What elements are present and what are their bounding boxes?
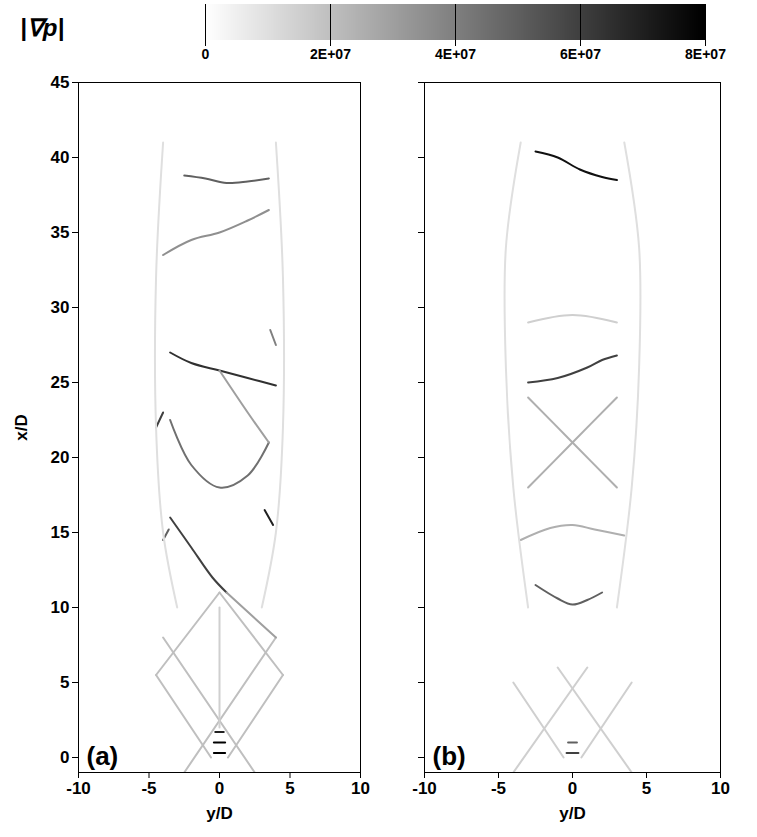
svg-text:10: 10 (51, 598, 70, 617)
svg-text:40: 40 (51, 148, 70, 167)
svg-text:4E+07: 4E+07 (435, 46, 476, 62)
svg-text:y/D: y/D (206, 804, 232, 823)
svg-text:15: 15 (51, 523, 70, 542)
svg-text:-10: -10 (66, 779, 91, 798)
svg-text:5: 5 (285, 779, 294, 798)
svg-text:(b): (b) (433, 741, 466, 771)
svg-text:10: 10 (351, 779, 370, 798)
svg-text:10: 10 (711, 779, 730, 798)
svg-text:y/D: y/D (559, 804, 585, 823)
svg-text:0: 0 (60, 748, 69, 767)
svg-text:35: 35 (51, 223, 70, 242)
svg-text:-10: -10 (412, 779, 437, 798)
svg-text:30: 30 (51, 298, 70, 317)
html-text:|∇p|: |∇p| (20, 14, 65, 41)
svg-text:2E+07: 2E+07 (310, 46, 351, 62)
svg-text:8E+07: 8E+07 (685, 46, 726, 62)
svg-text:5: 5 (60, 673, 69, 692)
svg-text:25: 25 (51, 373, 70, 392)
svg-text:0: 0 (202, 46, 210, 62)
svg-text:-5: -5 (491, 779, 506, 798)
svg-text:0: 0 (215, 779, 224, 798)
svg-text:20: 20 (51, 448, 70, 467)
svg-text:45: 45 (51, 73, 70, 92)
svg-text:-5: -5 (141, 779, 156, 798)
svg-text:6E+07: 6E+07 (560, 46, 601, 62)
svg-text:x/D: x/D (12, 414, 31, 440)
svg-text:0: 0 (568, 779, 577, 798)
svg-text:(a): (a) (87, 741, 119, 771)
svg-text:5: 5 (642, 779, 651, 798)
